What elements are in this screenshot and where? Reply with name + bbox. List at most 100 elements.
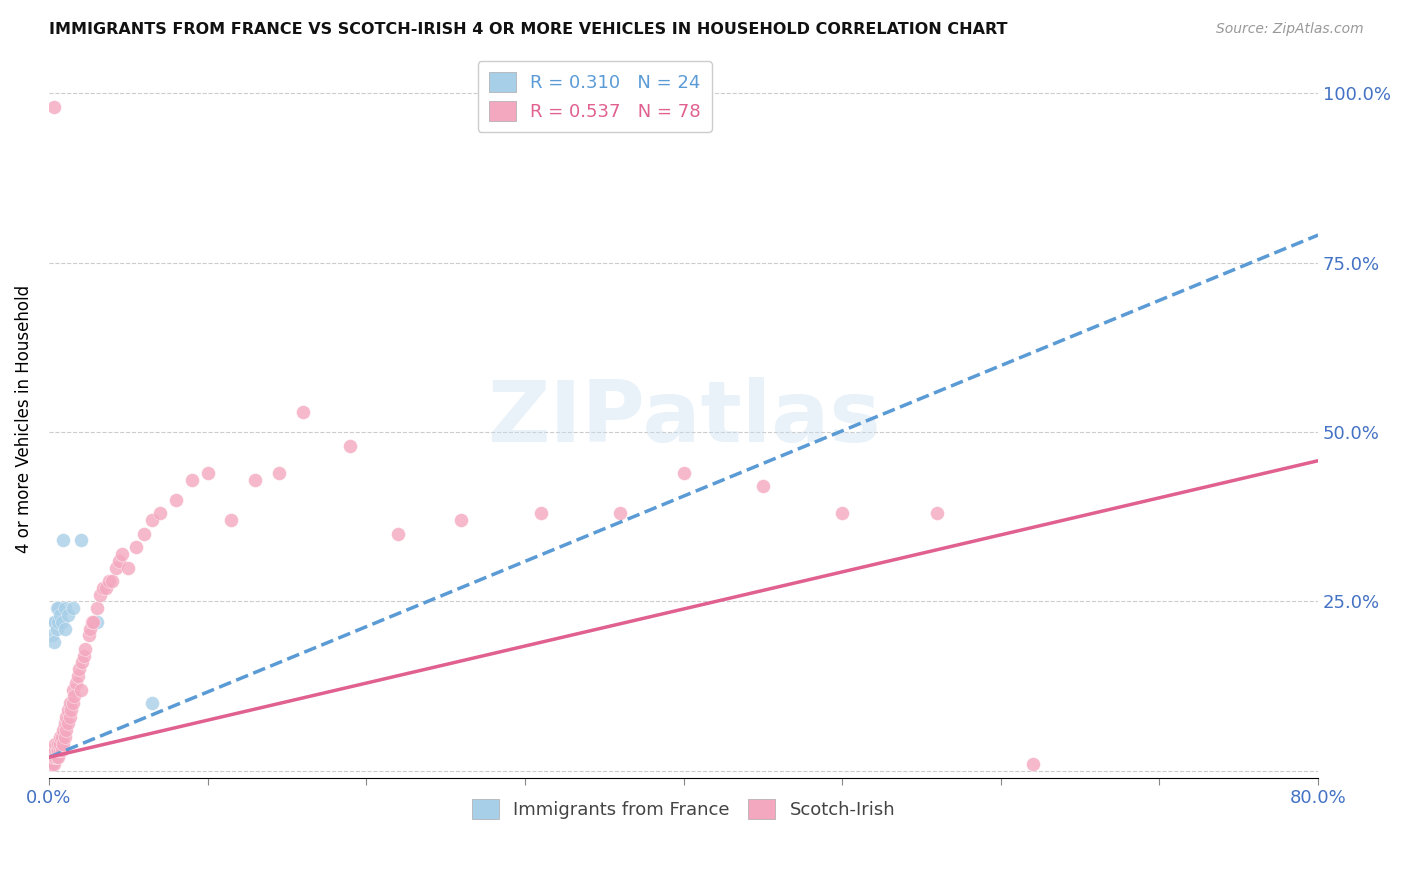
Point	[48, 750, 70, 764]
Point	[51, 743, 73, 757]
Point	[609, 507, 631, 521]
Point	[48, 743, 70, 757]
Point	[44, 750, 66, 764]
Point	[69, 682, 91, 697]
Point	[62, 682, 84, 697]
Point	[927, 507, 949, 521]
Point	[42, 750, 65, 764]
Y-axis label: 4 or more Vehicles in Household: 4 or more Vehicles in Household	[15, 285, 32, 553]
Point	[69, 533, 91, 548]
Point	[52, 723, 75, 738]
Point	[125, 541, 148, 555]
Point	[56, 716, 79, 731]
Point	[41, 757, 63, 772]
Point	[49, 730, 72, 744]
Point	[82, 615, 104, 629]
Point	[41, 750, 63, 764]
Text: Source: ZipAtlas.com: Source: ZipAtlas.com	[1216, 22, 1364, 37]
Point	[94, 581, 117, 595]
Point	[111, 547, 134, 561]
Point	[1021, 757, 1043, 772]
Point	[134, 526, 156, 541]
Point	[63, 690, 86, 704]
Point	[48, 737, 70, 751]
Point	[39, 757, 62, 772]
Point	[91, 581, 114, 595]
Point	[42, 750, 65, 764]
Point	[89, 588, 111, 602]
Point	[55, 723, 77, 738]
Point	[387, 526, 409, 541]
Point	[55, 709, 77, 723]
Point	[51, 615, 73, 629]
Point	[107, 554, 129, 568]
Point	[53, 716, 76, 731]
Point	[101, 574, 124, 588]
Point	[60, 703, 83, 717]
Point	[53, 730, 76, 744]
Point	[39, 757, 62, 772]
Text: IMMIGRANTS FROM FRANCE VS SCOTCH-IRISH 4 OR MORE VEHICLES IN HOUSEHOLD CORRELATI: IMMIGRANTS FROM FRANCE VS SCOTCH-IRISH 4…	[49, 22, 1008, 37]
Point	[831, 507, 853, 521]
Point	[48, 615, 70, 629]
Point	[45, 601, 67, 615]
Point	[39, 750, 62, 764]
Point	[49, 737, 72, 751]
Point	[44, 615, 66, 629]
Point	[52, 533, 75, 548]
Point	[45, 750, 67, 764]
Point	[72, 656, 94, 670]
Point	[44, 743, 66, 757]
Point	[86, 615, 108, 629]
Point	[65, 675, 87, 690]
Point	[53, 622, 76, 636]
Point	[67, 662, 90, 676]
Point	[45, 622, 67, 636]
Point	[104, 560, 127, 574]
Point	[752, 479, 775, 493]
Point	[53, 601, 76, 615]
Point	[44, 737, 66, 751]
Point	[291, 405, 314, 419]
Point	[51, 730, 73, 744]
Legend: Immigrants from France, Scotch-Irish: Immigrants from France, Scotch-Irish	[465, 791, 903, 826]
Point	[56, 703, 79, 717]
Point	[77, 628, 100, 642]
Point	[165, 492, 187, 507]
Point	[117, 560, 139, 574]
Point	[41, 743, 63, 757]
Point	[58, 696, 80, 710]
Point	[86, 601, 108, 615]
Point	[41, 757, 63, 772]
Point	[98, 574, 121, 588]
Point	[267, 466, 290, 480]
Point	[42, 615, 65, 629]
Point	[73, 648, 96, 663]
Point	[141, 513, 163, 527]
Point	[221, 513, 243, 527]
Point	[58, 709, 80, 723]
Point	[41, 628, 63, 642]
Point	[62, 696, 84, 710]
Point	[45, 743, 67, 757]
Point	[66, 669, 89, 683]
Point	[42, 635, 65, 649]
Point	[62, 601, 84, 615]
Point	[450, 513, 472, 527]
Point	[42, 757, 65, 772]
Point	[180, 473, 202, 487]
Point	[41, 750, 63, 764]
Point	[197, 466, 219, 480]
Point	[245, 473, 267, 487]
Point	[339, 439, 361, 453]
Point	[672, 466, 695, 480]
Point	[149, 507, 172, 521]
Point	[39, 750, 62, 764]
Point	[56, 607, 79, 622]
Point	[141, 696, 163, 710]
Point	[530, 507, 553, 521]
Point	[52, 737, 75, 751]
Point	[42, 100, 65, 114]
Point	[80, 615, 103, 629]
Text: ZIPatlas: ZIPatlas	[486, 377, 880, 460]
